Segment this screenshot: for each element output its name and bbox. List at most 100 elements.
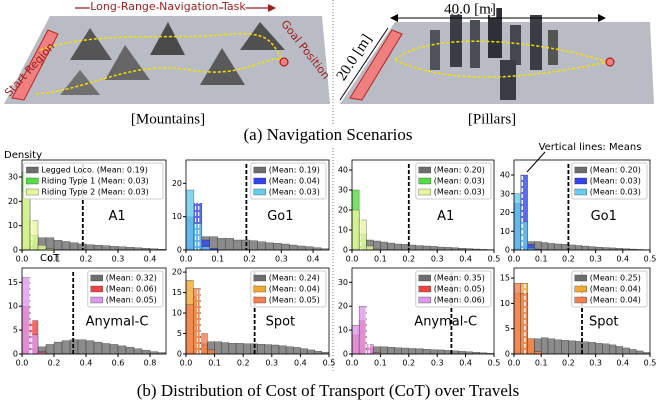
x-tick-label: 0.2 — [562, 255, 575, 264]
bar — [93, 244, 103, 251]
legend-label: (Mean: 0.04) — [590, 285, 641, 294]
x-tick-label: 0.1 — [374, 359, 387, 368]
legend-label: (Mean: 0.06) — [106, 285, 157, 294]
bar — [185, 304, 194, 355]
bar — [575, 245, 583, 251]
bar — [387, 347, 395, 355]
x-tick-label: 0.2 — [402, 255, 415, 264]
y-tick-label: 5 — [177, 329, 182, 338]
y-tick-label: 0 — [177, 350, 182, 359]
legend-box — [87, 270, 164, 308]
legend-label: (Mean: 0.04) — [590, 296, 641, 305]
x-tick-label: 0.4 — [459, 255, 472, 264]
bar — [221, 342, 230, 355]
chart-title: Anymal-C — [414, 315, 477, 330]
bar — [293, 347, 301, 355]
bar — [513, 193, 521, 251]
legend-label: (Mean: 0.24) — [269, 274, 320, 283]
legend-swatch — [574, 296, 587, 304]
x-tick-label: 0.8 — [144, 359, 157, 368]
bar — [228, 343, 237, 355]
left-caption: [Mountains] — [131, 111, 205, 127]
legend-label: (Mean: 0.03) — [590, 188, 641, 197]
y-tick-label: 0 — [343, 350, 348, 359]
plot-frame — [21, 159, 167, 251]
bar — [534, 241, 542, 251]
width-label: 40.0 [m] — [444, 1, 496, 17]
chart-title: Spot — [266, 315, 296, 330]
legend-label: (Mean: 0.04) — [269, 285, 320, 294]
legend-swatch — [26, 177, 39, 185]
legend-swatch — [90, 285, 103, 293]
task-label: Long-Range Navigation Task — [90, 0, 246, 13]
plot-frame — [351, 267, 495, 355]
x-tick-label: 0.3 — [431, 255, 444, 264]
bar — [554, 339, 562, 355]
bar — [314, 350, 323, 355]
bar — [629, 349, 637, 355]
x-tick-label: 0.3 — [431, 359, 444, 368]
y-tick-label: 30 — [500, 189, 510, 198]
chart-title: Spot — [589, 315, 619, 330]
legend-swatch — [574, 188, 587, 196]
y-tick-label: 5 — [505, 324, 510, 333]
bar — [243, 343, 251, 355]
bar — [415, 348, 424, 355]
bar — [429, 246, 438, 251]
legend-swatch — [574, 177, 587, 185]
bar — [394, 243, 402, 251]
y-tick-label: 10 — [172, 309, 182, 318]
legend-label: (Mean: 0.04) — [269, 177, 320, 186]
x-tick-label: 0.1 — [208, 359, 221, 368]
legend-swatch — [253, 285, 266, 293]
y-label: Density — [4, 150, 42, 161]
bar — [192, 288, 201, 355]
bar — [408, 348, 417, 355]
bar — [289, 244, 298, 251]
x-tick-label: 0.3 — [589, 255, 602, 264]
bar — [53, 240, 63, 251]
bar — [45, 344, 55, 355]
bar — [366, 245, 374, 251]
bar — [380, 346, 388, 355]
y-tick-label: 10 — [338, 326, 348, 335]
legend-box — [22, 162, 164, 200]
bar — [588, 342, 596, 355]
x-tick-label: 0.4 — [616, 359, 629, 368]
x-tick-label: 0.0 — [346, 359, 359, 368]
histogram: 0 5 10 15 0.0 0.2 0.4 0.6 0.8 (Mean: 0.32) (Mean: … — [8, 267, 167, 368]
bar — [201, 246, 210, 251]
bar — [380, 241, 388, 251]
plot-frame — [513, 159, 651, 251]
legend-box — [415, 162, 492, 200]
legend-box — [571, 270, 648, 308]
bar — [133, 348, 143, 355]
legend-swatch — [418, 177, 431, 185]
y-tick-label: 15 — [8, 278, 18, 287]
bar — [125, 247, 135, 251]
x-tick-label: 0.1 — [211, 255, 224, 264]
bar — [249, 240, 258, 251]
legend-label: Riding Type 1 (Mean: 0.03) — [41, 177, 148, 186]
legend-swatch — [90, 274, 103, 282]
bar — [422, 245, 431, 251]
legend-swatch — [418, 296, 431, 304]
y-tick-label: 20 — [500, 208, 510, 217]
bar — [366, 344, 374, 355]
histogram: 0 5 10 15 0.0 0.1 0.2 0.3 0.4 0.5 (Mean: 0.25) (Mea… — [500, 267, 656, 368]
bar — [527, 338, 535, 355]
plot-frame — [21, 267, 167, 355]
legend-swatch — [418, 274, 431, 282]
y-tick-label: 10 — [172, 212, 182, 221]
bar — [437, 349, 445, 355]
x-tick-label: 0.5 — [644, 359, 656, 368]
chart-title: Go1 — [591, 209, 617, 224]
bar — [568, 340, 576, 355]
legend-label: Legged Loco. (Mean: 0.19) — [41, 166, 147, 175]
bar — [373, 240, 381, 251]
bar — [595, 343, 603, 355]
legend-swatch — [253, 188, 266, 196]
bar — [351, 325, 360, 355]
bar — [217, 238, 226, 251]
y-tick-label: 20 — [338, 302, 348, 311]
